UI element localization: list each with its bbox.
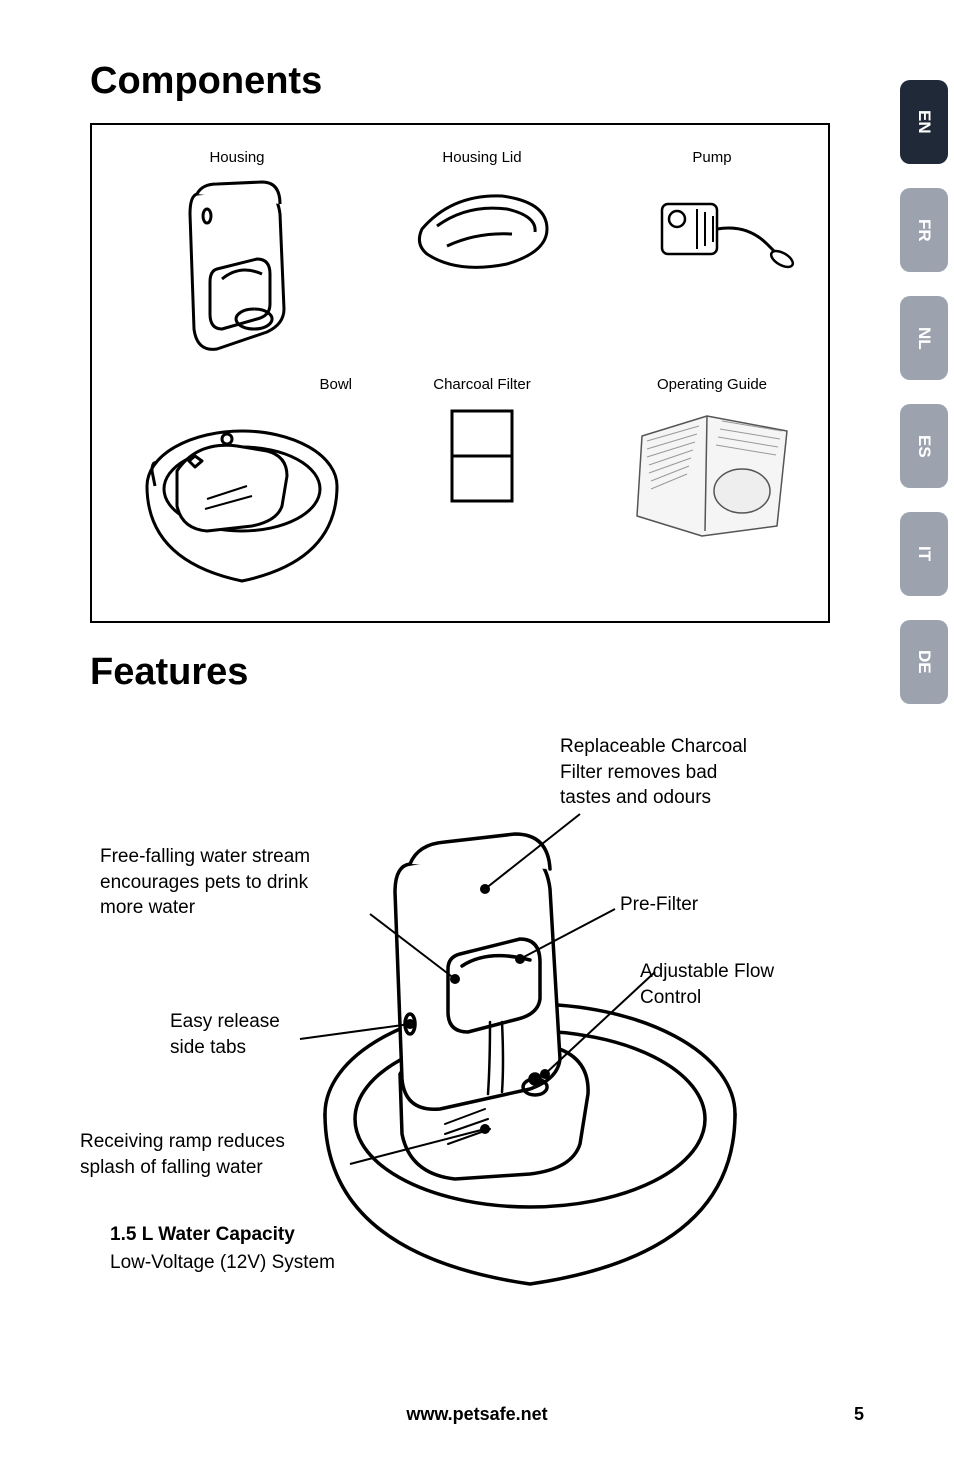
lang-tab-it[interactable]: IT <box>900 512 948 596</box>
component-operating-guide: Operating Guide <box>602 368 822 601</box>
lang-tab-label: DE <box>914 650 934 674</box>
lang-tab-de[interactable]: DE <box>900 620 948 704</box>
lang-tab-es[interactable]: ES <box>900 404 948 488</box>
capacity-subtitle: Low-Voltage (12V) System <box>110 1250 335 1276</box>
capacity-title: 1.5 L Water Capacity <box>110 1224 295 1246</box>
lang-tab-label: NL <box>914 327 934 350</box>
lang-tab-label: FR <box>914 219 934 242</box>
page: EN FR NL ES IT DE Components Housing <box>0 0 954 1475</box>
page-number: 5 <box>854 1404 864 1425</box>
lang-tab-fr[interactable]: FR <box>900 188 948 272</box>
component-label: Housing Lid <box>442 149 521 166</box>
callout-easy-release: Easy release side tabs <box>170 1009 310 1060</box>
component-label: Operating Guide <box>657 376 767 393</box>
components-box: Housing Housing Lid <box>90 123 830 623</box>
callout-receiving-ramp: Receiving ramp reduces splash of falling… <box>80 1129 340 1180</box>
language-tabs: EN FR NL ES IT DE <box>900 80 954 704</box>
component-housing-lid: Housing Lid <box>372 149 592 354</box>
features-heading: Features <box>90 651 884 694</box>
callout-charcoal-filter: Replaceable Charcoal Filter removes bad … <box>560 734 820 811</box>
components-grid: Housing Housing Lid <box>112 149 808 601</box>
lang-tab-label: ES <box>914 435 934 458</box>
features-diagram: Replaceable Charcoal Filter removes bad … <box>90 714 830 1354</box>
callout-pre-filter: Pre-Filter <box>620 892 698 918</box>
callout-free-falling: Free-falling water stream encourages pet… <box>100 844 360 921</box>
page-footer: www.petsafe.net 5 <box>0 1404 954 1425</box>
component-charcoal-filter: Charcoal Filter <box>372 368 592 601</box>
component-label: Bowl <box>319 376 352 393</box>
component-housing: Housing <box>112 149 362 354</box>
lang-tab-nl[interactable]: NL <box>900 296 948 380</box>
pump-icon <box>627 174 797 284</box>
housing-lid-icon <box>397 174 567 284</box>
bowl-icon <box>127 401 347 601</box>
component-pump: Pump <box>602 149 822 354</box>
component-bowl: Bowl <box>112 368 362 601</box>
lang-tab-label: EN <box>914 110 934 134</box>
charcoal-filter-icon <box>437 401 527 511</box>
operating-guide-icon <box>627 401 797 541</box>
components-heading: Components <box>90 60 884 103</box>
lang-tab-label: IT <box>914 546 934 561</box>
callout-adjustable-flow: Adjustable Flow Control <box>640 959 830 1010</box>
footer-url: www.petsafe.net <box>406 1404 547 1425</box>
component-label: Pump <box>692 149 731 166</box>
component-label: Charcoal Filter <box>433 376 531 393</box>
lang-tab-en[interactable]: EN <box>900 80 948 164</box>
housing-icon <box>162 174 312 354</box>
component-label: Housing <box>209 149 264 166</box>
